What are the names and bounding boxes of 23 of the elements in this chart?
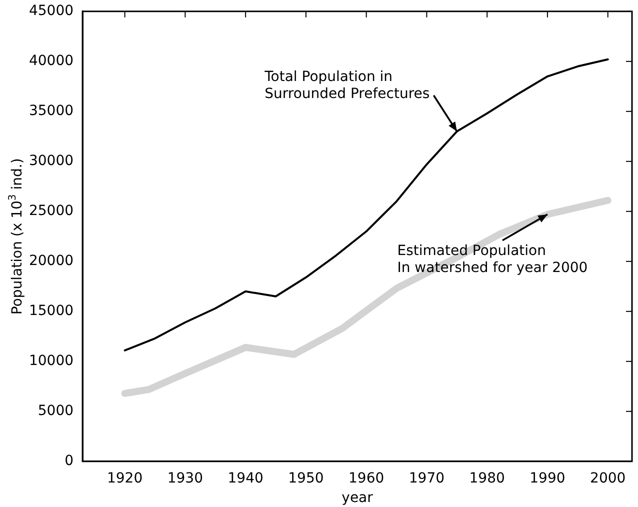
x-tick-label: 1920 [106, 470, 143, 486]
y-tick-label: 0 [64, 453, 74, 470]
y-tick-label: 5000 [38, 403, 74, 420]
x-tick-label: 1950 [288, 470, 324, 486]
x-tick-label: 1940 [228, 470, 264, 486]
x-tick-label: 1930 [167, 470, 204, 486]
x-axis-title: year [342, 490, 374, 506]
annotation: Total Population in Surrounded Prefectures [264, 69, 430, 102]
y-tick-label: 20000 [28, 253, 74, 270]
y-tick-label: 35000 [28, 103, 74, 120]
y-tick-label: 40000 [28, 53, 74, 70]
y-tick-label: 15000 [28, 303, 74, 320]
y-axis-title: Population (x 103 ind.) [8, 158, 26, 315]
x-tick-label: 1970 [408, 470, 445, 486]
y-tick-label: 10000 [28, 353, 74, 370]
annotation: Estimated Population In watershed for year 2000 [397, 243, 588, 276]
y-tick-label: 45000 [28, 3, 74, 20]
x-tick-label: 2000 [590, 470, 626, 486]
x-tick-label: 1990 [530, 470, 566, 486]
y-tick-label: 25000 [28, 203, 74, 220]
x-tick-label: 1980 [469, 470, 505, 486]
y-tick-label: 30000 [28, 153, 74, 170]
x-tick-label: 1960 [348, 470, 384, 486]
